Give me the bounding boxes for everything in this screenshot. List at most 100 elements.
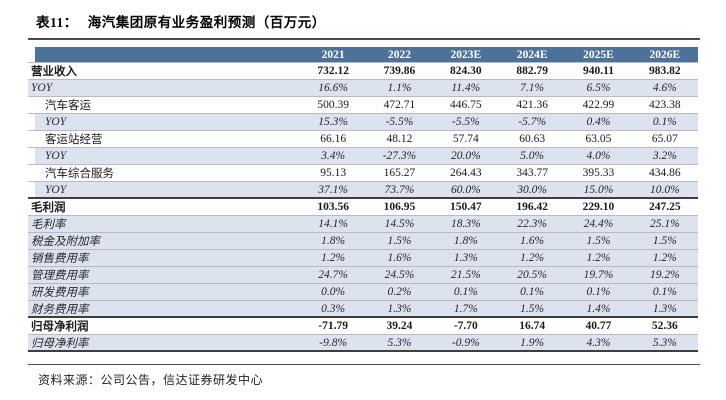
cell-value: -5.5% xyxy=(451,116,480,128)
cell-value: 1.1% xyxy=(387,82,412,94)
cell-value: 983.82 xyxy=(648,65,681,77)
column-header: 2026E xyxy=(649,48,681,61)
table-row: YOY 16.6% 1.1% 11.4% 7.1% 6.5% 4.6% xyxy=(28,80,698,97)
cell-value: 423.38 xyxy=(648,99,681,111)
cell-value: 1.3% xyxy=(652,302,677,315)
row-label: 汽车综合服务 xyxy=(45,168,114,180)
cell-value: 1.5% xyxy=(586,235,611,247)
footer-divider xyxy=(28,364,700,365)
cell-value: -27.3% xyxy=(382,150,417,162)
column-header: 2025E xyxy=(583,48,614,61)
cell-value: 16.6% xyxy=(318,82,349,94)
cell-value: 65.07 xyxy=(651,133,678,145)
cell-value: -9.8% xyxy=(319,336,348,349)
cell-value: 15.0% xyxy=(583,183,614,196)
table-title: 表11： 海汽集团原有业务盈利预测（百万元） xyxy=(36,11,326,31)
row-label: YOY xyxy=(45,116,67,128)
cell-value: 40.77 xyxy=(585,320,612,332)
cell-value: 57.74 xyxy=(452,133,479,145)
cell-value: 22.3% xyxy=(517,218,547,230)
cell-value: 15.3% xyxy=(318,116,349,128)
column-header: 2022 xyxy=(387,48,411,61)
table-row: 客运站经营 66.16 48.12 57.74 60.63 63.05 65.07 xyxy=(28,131,698,148)
cell-value: 0.1% xyxy=(520,286,545,298)
cell-value: 940.11 xyxy=(582,65,614,77)
cell-value: 1.8% xyxy=(453,235,478,247)
cell-value: -7.70 xyxy=(453,320,478,332)
cell-value: 1.2% xyxy=(586,252,611,264)
table-row: 汽车客运 500.39 472.71 446.75 421.36 422.99 423.38 xyxy=(28,97,698,114)
row-label: 毛利润 xyxy=(31,202,66,214)
cell-value: 264.43 xyxy=(450,167,482,179)
cell-value: 24.5% xyxy=(384,269,415,281)
cell-value: 1.8% xyxy=(321,235,346,247)
table-row: YOY 3.4% -27.3% 20.0% 5.0% 4.0% 3.2% xyxy=(28,148,698,165)
row-label: 归母净利润 xyxy=(31,321,89,333)
cell-value: 0.1% xyxy=(586,286,611,298)
cell-value: 0.1% xyxy=(453,286,478,298)
table-number: 表11： xyxy=(36,15,78,30)
table-row: 销售费用率 1.2% 1.6% 1.3% 1.2% 1.2% 1.2% xyxy=(28,250,698,267)
cell-value: 1.2% xyxy=(520,252,545,264)
cell-value: 4.6% xyxy=(652,82,677,94)
cell-value: 24.7% xyxy=(318,269,349,281)
table-row: 研发费用率 0.0% 0.2% 0.1% 0.1% 0.1% 0.1% xyxy=(28,284,698,301)
table-row: 归母净利润 -71.79 39.24 -7.70 16.74 40.77 52.36 xyxy=(28,318,698,335)
table-row: 归母净利率 -9.8% 5.3% -0.9% 1.9% 4.3% 5.3% xyxy=(28,335,698,352)
row-label: 研发费用率 xyxy=(31,287,89,299)
cell-value: 3.2% xyxy=(652,150,677,162)
cell-value: -71.79 xyxy=(318,320,349,332)
cell-value: -5.5% xyxy=(385,116,414,128)
row-label: 营业收入 xyxy=(31,66,77,78)
row-label: 毛利率 xyxy=(31,219,66,231)
cell-value: 63.05 xyxy=(585,133,612,145)
cell-value: 95.13 xyxy=(320,167,347,179)
cell-value: 247.25 xyxy=(648,201,681,213)
cell-value: 48.12 xyxy=(386,133,413,145)
cell-value: 10.0% xyxy=(649,183,680,196)
row-label: YOY xyxy=(31,82,53,94)
row-label: 销售费用率 xyxy=(31,253,89,265)
row-label: YOY xyxy=(45,150,67,162)
cell-value: 500.39 xyxy=(317,99,349,111)
cell-value: 0.1% xyxy=(652,116,677,128)
cell-value: 14.1% xyxy=(318,218,349,230)
cell-value: 7.1% xyxy=(520,82,545,94)
cell-value: 20.0% xyxy=(450,150,481,162)
cell-value: 422.99 xyxy=(582,99,615,111)
cell-value: 882.79 xyxy=(516,65,548,77)
cell-value: 1.5% xyxy=(387,235,412,247)
cell-value: 343.77 xyxy=(516,167,548,179)
title-divider xyxy=(28,38,700,40)
cell-value: 1.4% xyxy=(586,302,611,315)
cell-value: 229.10 xyxy=(582,201,615,213)
cell-value: 0.3% xyxy=(321,302,346,315)
cell-value: 4.0% xyxy=(586,150,611,162)
cell-value: 1.9% xyxy=(520,336,545,349)
cell-value: 37.1% xyxy=(318,183,349,196)
cell-value: 39.24 xyxy=(386,320,413,332)
cell-value: 0.0% xyxy=(321,286,346,298)
cell-value: -0.9% xyxy=(451,336,480,349)
cell-value: 14.5% xyxy=(384,218,415,230)
table-row: 毛利润 103.56 106.95 150.47 196.42 229.10 247.25 xyxy=(28,199,698,216)
cell-value: 6.5% xyxy=(586,82,611,94)
table-row: 税金及附加率 1.8% 1.5% 1.8% 1.6% 1.5% 1.5% xyxy=(28,233,698,250)
column-header: 2021 xyxy=(321,48,345,61)
table-row: YOY 37.1% 73.7% 60.0% 30.0% 15.0% 10.0% xyxy=(28,182,698,199)
source-note: 资料来源：公司公告，信达证券研发中心 xyxy=(38,373,264,387)
cell-value: 446.75 xyxy=(450,99,482,111)
cell-value: 739.86 xyxy=(383,65,416,77)
cell-value: 3.4% xyxy=(321,150,346,162)
cell-value: 421.36 xyxy=(516,99,548,111)
column-header: 2023E xyxy=(450,48,482,61)
table-row: 汽车综合服务 95.13 165.27 264.43 343.77 395.33 434.8… xyxy=(28,165,698,182)
cell-value: 20.5% xyxy=(517,269,547,281)
cell-value: 1.6% xyxy=(387,252,412,264)
row-label: 管理费用率 xyxy=(31,270,89,282)
cell-value: 19.2% xyxy=(649,269,680,281)
cell-value: 19.7% xyxy=(583,269,614,281)
forecast-table: 2021 2022 2023E 2024E 2025E 2026E 营业收入 732.12 7… xyxy=(28,47,698,352)
cell-value: 5.3% xyxy=(652,336,677,349)
table-row: YOY 15.3% -5.5% -5.5% -5.7% 0.4% 0.1% xyxy=(28,114,698,131)
